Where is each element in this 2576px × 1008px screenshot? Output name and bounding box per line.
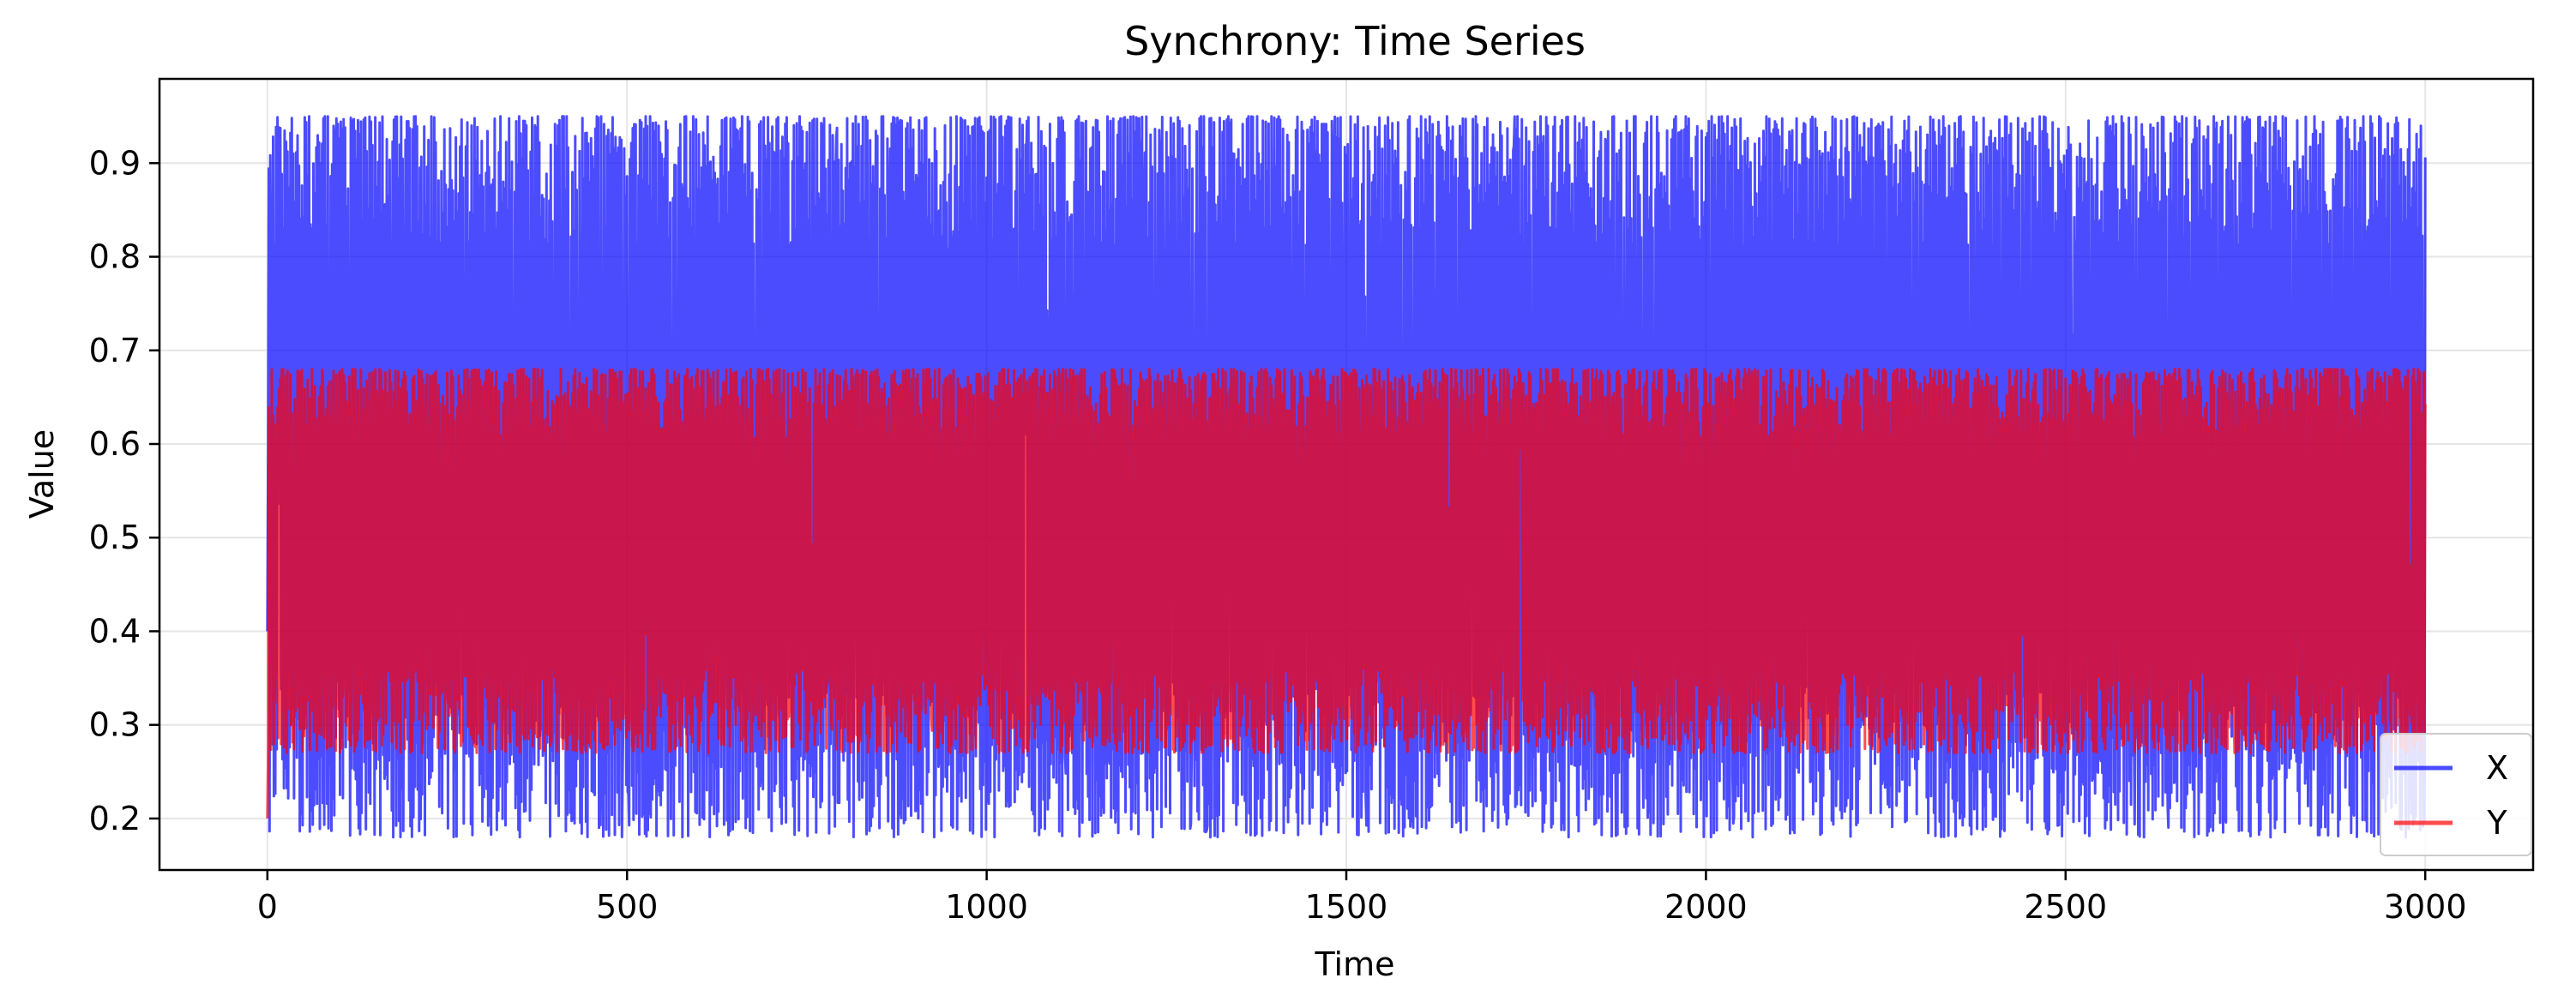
y-tick-label: 0.6 (89, 425, 141, 463)
y-axis-label: Value (23, 429, 61, 519)
x-tick-label: 1500 (1305, 888, 1388, 926)
x-tick-label: 1000 (945, 888, 1028, 926)
y-tick-label: 0.7 (89, 332, 141, 369)
x-tick-label: 2000 (1664, 888, 1748, 926)
series-layer (266, 115, 2427, 839)
y-axis: 0.2 0.3 0.4 0.5 0.6 0.7 0.8 0.9 (89, 144, 159, 837)
y-tick-label: 0.5 (89, 519, 141, 556)
y-tick-label: 0.8 (89, 238, 141, 276)
legend: X Y (2380, 733, 2532, 856)
x-tick-label: 500 (596, 888, 659, 926)
legend-label-x: X (2486, 749, 2508, 787)
y-tick-label: 0.3 (89, 706, 141, 744)
x-axis: 0 500 1000 1500 2000 2500 3000 (257, 870, 2467, 926)
x-tick-label: 3000 (2384, 888, 2467, 926)
x-tick-label: 0 (257, 888, 278, 926)
legend-label-y: Y (2486, 804, 2507, 842)
x-tick-label: 2500 (2024, 888, 2107, 926)
y-tick-label: 0.4 (89, 612, 141, 650)
y-tick-label: 0.2 (89, 800, 141, 837)
chart-title: Synchrony: Time Series (1124, 18, 1586, 64)
series-line-x (266, 115, 2427, 839)
legend-box (2380, 733, 2532, 856)
x-axis-label: Time (1315, 945, 1395, 983)
series-line-y (266, 368, 2427, 819)
y-tick-label: 0.9 (89, 144, 141, 182)
